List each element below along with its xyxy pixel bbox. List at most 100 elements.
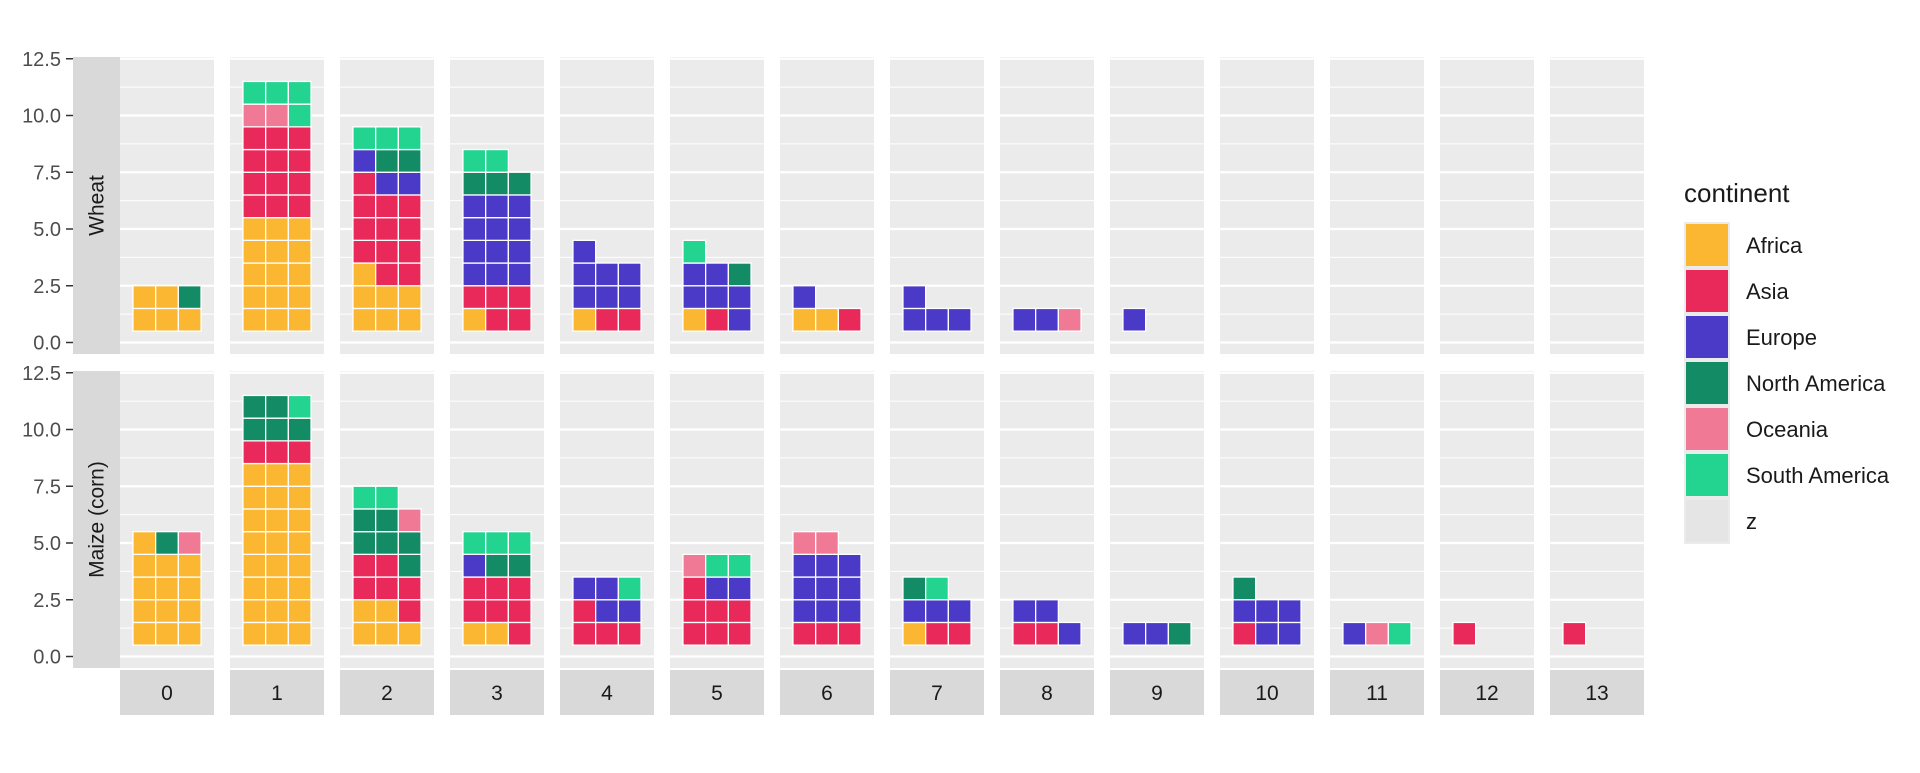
- waffle-cell-wheat-3-europe: [484, 216, 509, 241]
- panel-maize-corn-9: [1110, 371, 1204, 668]
- waffle-cell-wheat-1-asia: [264, 148, 289, 173]
- waffle-cell-wheat-2-europe: [397, 171, 422, 196]
- waffle-cell-wheat-3-europe: [484, 194, 509, 219]
- waffle-cell-maize-corn-6-asia: [815, 621, 840, 646]
- column-strip-2: [340, 670, 434, 715]
- waffle-cell-wheat-2-north-america: [374, 148, 399, 173]
- legend-label-africa: Africa: [1746, 233, 1803, 258]
- panel-wheat-12: [1440, 57, 1534, 354]
- legend-title: continent: [1684, 178, 1790, 208]
- waffle-cell-wheat-5-europe: [682, 285, 707, 310]
- waffle-cell-maize-corn-6-asia: [792, 621, 817, 646]
- waffle-cell-wheat-1-south-america: [264, 80, 289, 105]
- waffle-cell-maize-corn-0-oceania: [177, 531, 202, 556]
- waffle-cell-maize-corn-4-south-america: [617, 576, 642, 601]
- waffle-cell-maize-corn-2-asia: [397, 576, 422, 601]
- waffle-cell-wheat-0-africa: [132, 285, 157, 310]
- waffle-cell-wheat-1-africa: [242, 307, 267, 332]
- column-strip-label-3: 3: [491, 682, 503, 705]
- waffle-cell-maize-corn-1-asia: [242, 440, 267, 465]
- waffle-cell-wheat-1-asia: [287, 126, 312, 151]
- waffle-cell-maize-corn-11-south-america: [1387, 621, 1412, 646]
- waffle-cell-wheat-1-africa: [287, 262, 312, 287]
- waffle-cell-maize-corn-3-south-america: [507, 531, 532, 556]
- waffle-cell-maize-corn-2-north-america: [352, 508, 377, 533]
- waffle-cell-wheat-5-north-america: [727, 262, 752, 287]
- column-strip-10: [1220, 670, 1314, 715]
- waffle-cell-wheat-2-africa: [397, 307, 422, 332]
- column-strip-label-12: 12: [1475, 682, 1498, 705]
- waffle-cell-wheat-3-europe: [507, 239, 532, 264]
- waffle-cell-maize-corn-2-north-america: [397, 531, 422, 556]
- waffle-cell-maize-corn-2-africa: [374, 621, 399, 646]
- waffle-cell-maize-corn-6-europe: [792, 576, 817, 601]
- column-strip-label-8: 8: [1041, 682, 1053, 705]
- waffle-cell-maize-corn-5-europe: [727, 576, 752, 601]
- waffle-cell-maize-corn-3-asia: [462, 599, 487, 624]
- y-tick-label-wheat-12-5: 12.5: [22, 49, 61, 71]
- waffle-cell-wheat-2-africa: [352, 262, 377, 287]
- legend-item-europe: Europe: [1684, 314, 1920, 360]
- waffle-cell-wheat-4-africa: [572, 307, 597, 332]
- row-strip-label-wheat: Wheat: [86, 175, 109, 236]
- waffle-cell-maize-corn-5-asia: [682, 621, 707, 646]
- panel-maize-corn-12: [1440, 371, 1534, 668]
- waffle-cell-maize-corn-2-asia: [352, 576, 377, 601]
- y-tick-label-maize-corn-7-5: 7.5: [33, 476, 61, 498]
- waffle-cell-maize-corn-4-europe: [595, 599, 620, 624]
- waffle-cell-maize-corn-8-europe: [1012, 599, 1037, 624]
- waffle-cell-maize-corn-2-asia: [397, 599, 422, 624]
- waffle-cell-wheat-9-europe: [1122, 307, 1147, 332]
- waffle-cell-maize-corn-8-asia: [1035, 621, 1060, 646]
- waffle-cell-wheat-3-asia: [484, 285, 509, 310]
- waffle-cell-wheat-3-north-america: [484, 171, 509, 196]
- waffle-cell-wheat-3-europe: [462, 262, 487, 287]
- waffle-cell-wheat-5-africa: [682, 307, 707, 332]
- waffle-cell-wheat-2-africa: [397, 285, 422, 310]
- legend-item-south-america: South America: [1684, 452, 1920, 498]
- y-tick-label-maize-corn-0-0: 0.0: [33, 647, 61, 669]
- waffle-cell-wheat-1-asia: [264, 126, 289, 151]
- waffle-cell-wheat-4-europe: [617, 285, 642, 310]
- waffle-cell-wheat-2-south-america: [352, 126, 377, 151]
- waffle-cell-maize-corn-2-north-america: [352, 531, 377, 556]
- waffle-cell-maize-corn-11-oceania: [1365, 621, 1390, 646]
- waffle-cell-maize-corn-2-asia: [352, 553, 377, 578]
- waffle-cell-maize-corn-1-africa: [264, 462, 289, 487]
- waffle-cell-wheat-3-europe: [507, 194, 532, 219]
- column-strip-1: [230, 670, 324, 715]
- column-strip-label-1: 1: [271, 682, 283, 705]
- waffle-cell-wheat-0-africa: [154, 307, 179, 332]
- waffle-cell-wheat-5-europe: [705, 285, 730, 310]
- waffle-cell-maize-corn-0-africa: [132, 531, 157, 556]
- waffle-cell-wheat-1-africa: [287, 216, 312, 241]
- waffle-cell-maize-corn-3-africa: [462, 621, 487, 646]
- waffle-cell-maize-corn-1-africa: [264, 576, 289, 601]
- waffle-cell-maize-corn-10-europe: [1232, 599, 1257, 624]
- waffle-cell-wheat-1-asia: [242, 194, 267, 219]
- waffle-cell-maize-corn-2-north-america: [374, 508, 399, 533]
- waffle-cell-maize-corn-2-asia: [374, 553, 399, 578]
- waffle-cell-maize-corn-2-africa: [397, 621, 422, 646]
- waffle-cell-wheat-3-north-america: [462, 171, 487, 196]
- waffle-cell-maize-corn-3-south-america: [462, 531, 487, 556]
- column-strip-label-13: 13: [1585, 682, 1608, 705]
- waffle-cell-maize-corn-6-europe: [815, 599, 840, 624]
- waffle-cell-wheat-1-south-america: [287, 103, 312, 128]
- waffle-cell-wheat-3-europe: [507, 262, 532, 287]
- waffle-cell-wheat-2-asia: [397, 216, 422, 241]
- column-strip-label-10: 10: [1255, 682, 1278, 705]
- waffle-cell-maize-corn-3-north-america: [484, 553, 509, 578]
- waffle-cell-maize-corn-1-asia: [264, 440, 289, 465]
- waffle-cell-maize-corn-1-africa: [242, 621, 267, 646]
- waffle-cell-wheat-1-asia: [242, 148, 267, 173]
- waffle-cell-maize-corn-1-africa: [242, 508, 267, 533]
- waffle-cell-wheat-2-europe: [352, 148, 377, 173]
- legend-swatch-asia: [1686, 270, 1728, 312]
- waffle-cell-wheat-3-europe: [507, 216, 532, 241]
- waffle-cell-maize-corn-7-south-america: [925, 576, 950, 601]
- waffle-cell-wheat-2-asia: [352, 171, 377, 196]
- waffle-cell-wheat-3-asia: [484, 307, 509, 332]
- waffle-cell-maize-corn-1-africa: [242, 485, 267, 510]
